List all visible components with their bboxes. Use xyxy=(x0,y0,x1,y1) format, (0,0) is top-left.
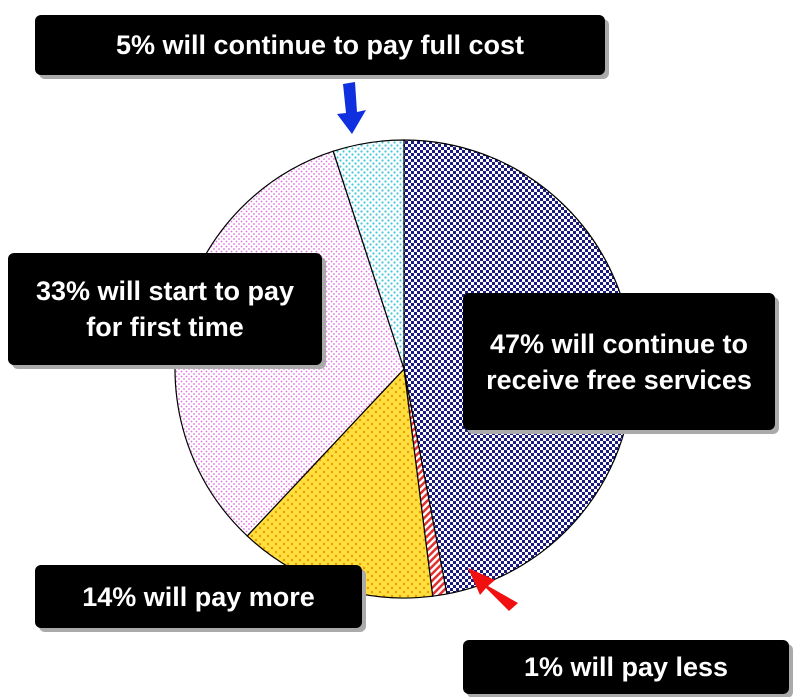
arrow xyxy=(337,82,366,134)
slice-label: 5% will continue to pay full cost xyxy=(35,15,605,75)
slice-label: 47% will continue to receive free servic… xyxy=(463,293,775,430)
arrow xyxy=(468,568,518,611)
pie-slice xyxy=(332,139,405,370)
slice-label: 33% will start to pay for first time xyxy=(8,253,322,365)
slice-label: 14% will pay more xyxy=(35,565,362,628)
slice-label: 1% will pay less xyxy=(463,640,789,694)
